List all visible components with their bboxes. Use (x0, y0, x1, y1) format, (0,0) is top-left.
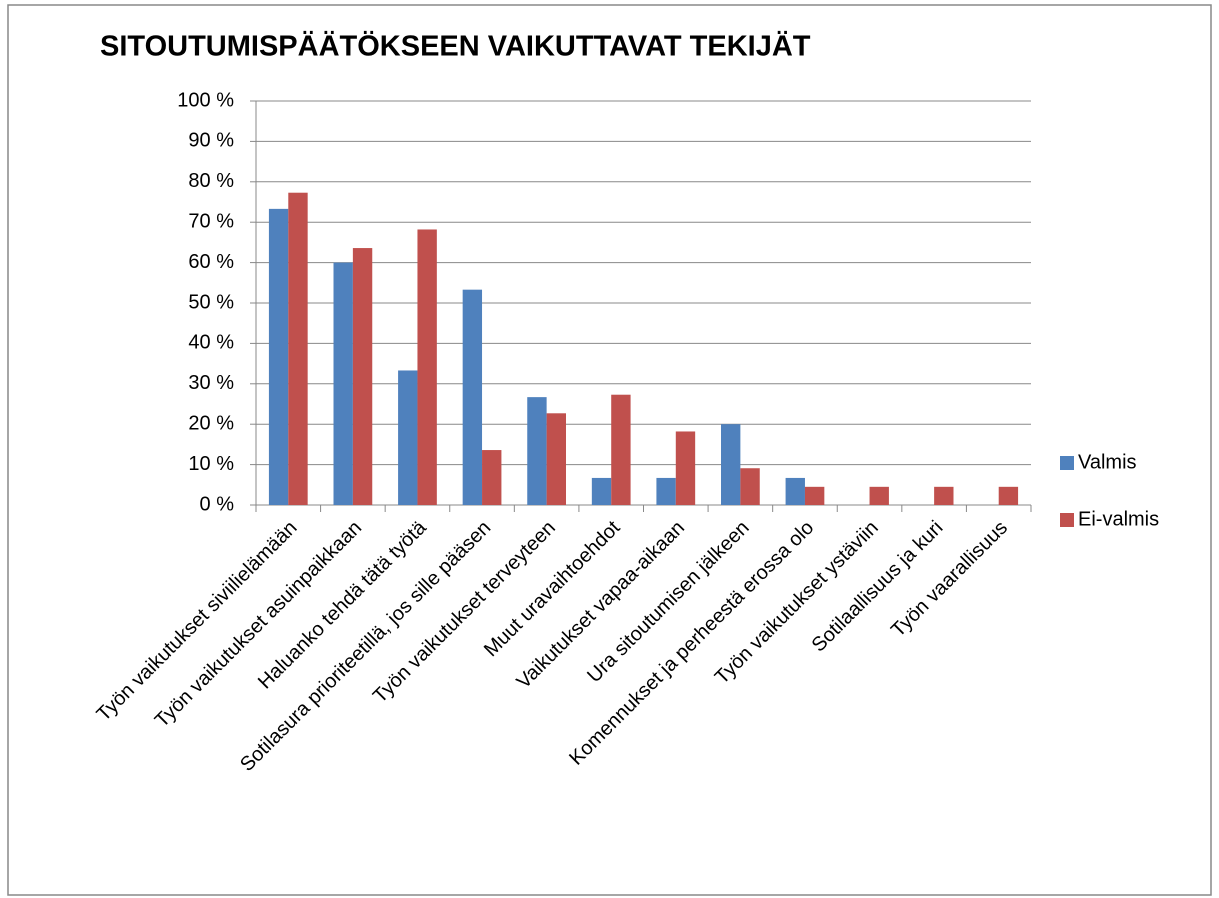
bar (417, 229, 437, 506)
bar (333, 262, 353, 505)
bar (591, 477, 612, 505)
bar (934, 486, 954, 505)
bar (785, 477, 805, 505)
y-tick-label: 50 % (188, 291, 234, 313)
y-tick-label: 20 % (188, 412, 234, 434)
bar (611, 394, 631, 505)
legend-label: Ei-valmis (1078, 508, 1159, 530)
y-tick-label: 80 % (188, 170, 234, 192)
bar (656, 477, 676, 505)
bar (998, 486, 1019, 505)
bar (268, 208, 289, 506)
bar (527, 397, 547, 505)
chart-title: SITOUTUMISPÄÄTÖKSEEN VAIKUTTAVAT TEKIJÄT (100, 30, 811, 63)
y-tick-label: 90 % (188, 130, 234, 152)
legend-swatch (1060, 513, 1074, 527)
y-tick-label: 100 % (177, 89, 234, 111)
legend-swatch (1060, 456, 1074, 470)
y-tick-label: 40 % (188, 332, 234, 354)
y-tick-label: 0 % (200, 493, 235, 515)
bar (288, 192, 308, 505)
chart-frame (7, 4, 1212, 896)
y-tick-label: 70 % (188, 210, 234, 232)
bar (398, 370, 418, 505)
bar (675, 431, 696, 505)
bar (740, 468, 760, 505)
legend-label: Valmis (1078, 451, 1137, 473)
bar (721, 424, 741, 505)
bar (482, 450, 502, 505)
y-tick-label: 60 % (188, 251, 234, 273)
bar (352, 248, 373, 505)
bar (869, 486, 889, 505)
y-tick-label: 10 % (188, 453, 234, 475)
bar (804, 486, 825, 505)
bar (462, 289, 483, 505)
bar (546, 413, 566, 505)
y-tick-label: 30 % (188, 372, 234, 394)
